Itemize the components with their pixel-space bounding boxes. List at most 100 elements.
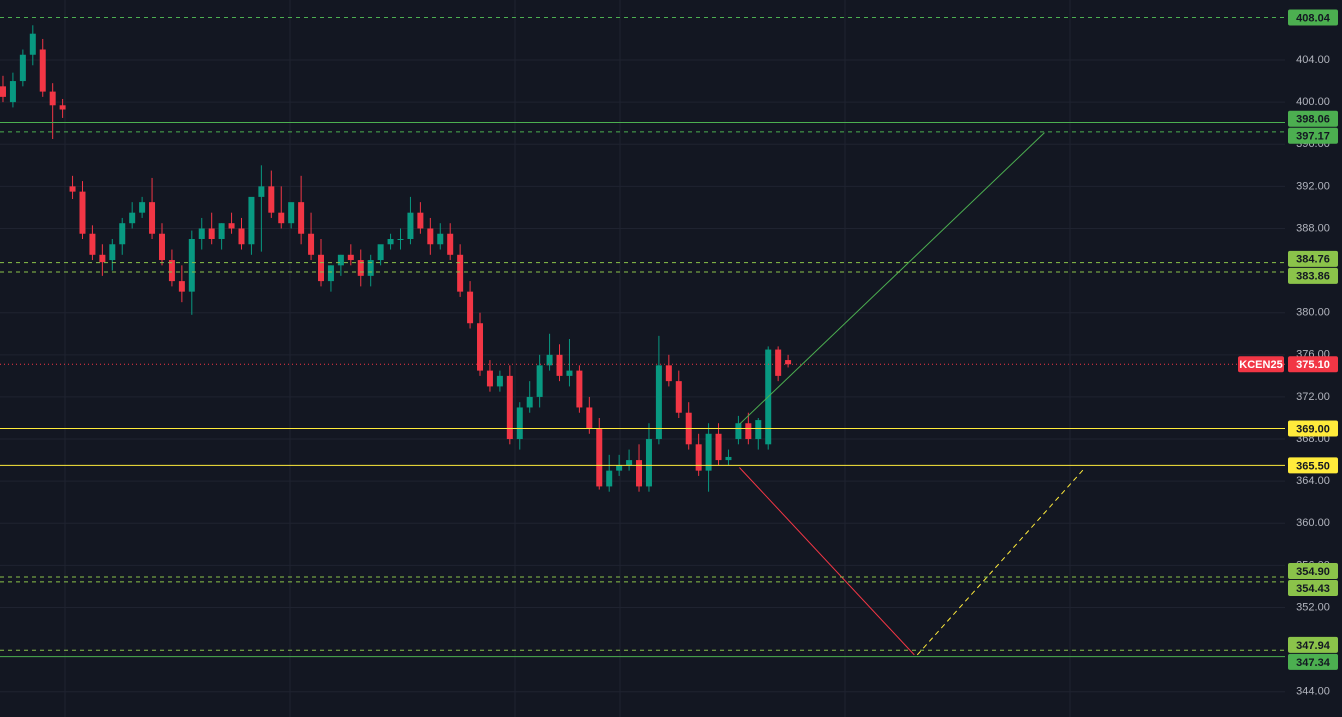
candle-body (139, 202, 146, 213)
symbol-box (1238, 356, 1284, 373)
level-label-box (1288, 267, 1338, 284)
candle-body (705, 433, 712, 471)
y-tick-label: 364.00 (1296, 475, 1330, 487)
candle-body (695, 444, 702, 471)
level-label: 369.00 (1296, 423, 1330, 435)
candle-body (636, 460, 643, 487)
candle-body (218, 223, 225, 239)
candle-body (258, 186, 265, 197)
level-label-box (1288, 127, 1338, 144)
candle-body (19, 54, 26, 82)
level-label-box (1288, 110, 1338, 127)
level-label-box (1288, 579, 1338, 596)
candle-body (486, 370, 493, 387)
level-label-box (1288, 356, 1338, 373)
candle-body (626, 460, 633, 466)
candle-body (208, 228, 215, 239)
y-tick-label: 344.00 (1296, 686, 1330, 698)
candle-body (536, 365, 543, 397)
candle-body (715, 433, 722, 461)
level-label-box (1288, 420, 1338, 437)
y-tick-label: 380.00 (1296, 307, 1330, 319)
candle-body (546, 354, 553, 366)
candle-body (39, 49, 46, 92)
y-tick-label: 388.00 (1296, 222, 1330, 234)
candle-body (168, 260, 175, 282)
candle-body (397, 239, 404, 240)
candle-body (387, 239, 394, 245)
candle-body (596, 428, 603, 487)
candle-body (248, 196, 255, 245)
candle-body (288, 202, 295, 224)
candle-body (616, 465, 623, 471)
candle-body (367, 260, 374, 276)
candle-body (228, 223, 235, 229)
y-tick-label: 404.00 (1296, 54, 1330, 66)
candle-body (268, 186, 275, 213)
candle-body (735, 423, 742, 440)
candle-body (586, 407, 593, 429)
candle-body (9, 81, 16, 103)
candle-body (755, 420, 762, 440)
candle-body (357, 260, 364, 276)
candle-body (675, 381, 682, 413)
level-label-box (1288, 250, 1338, 267)
candle-body (158, 233, 165, 261)
candle-body (59, 105, 66, 110)
candle-body (129, 212, 136, 224)
level-label: 383.86 (1296, 271, 1330, 283)
candle-body (49, 91, 56, 106)
candle-body (467, 291, 474, 324)
symbol-label: KCEN25 (1239, 359, 1282, 371)
level-label-box (1288, 457, 1338, 474)
candle-body (516, 407, 523, 440)
level-label: 398.06 (1296, 114, 1330, 126)
candle-body (0, 86, 6, 97)
level-label: 347.34 (1296, 657, 1331, 669)
candle-body (29, 33, 36, 55)
candle-body (298, 202, 305, 234)
candle-body (178, 281, 185, 292)
level-label: 354.90 (1296, 566, 1330, 578)
y-tick-label: 392.00 (1296, 180, 1330, 192)
candle-body (645, 439, 652, 487)
candle-body (318, 254, 325, 282)
candle-body (655, 365, 662, 440)
level-label: 354.43 (1296, 583, 1330, 595)
candle-body (556, 354, 563, 376)
candle-body (109, 244, 116, 261)
candle-body (327, 265, 334, 282)
candle-body (606, 470, 613, 487)
candle-body (785, 360, 792, 365)
level-label: 365.50 (1296, 460, 1330, 472)
level-label-box (1288, 653, 1338, 670)
level-label-box (1288, 562, 1338, 579)
level-label-box (1288, 9, 1338, 26)
candle-body (238, 228, 245, 245)
y-tick-label: 360.00 (1296, 517, 1330, 529)
level-label: 384.76 (1296, 254, 1330, 266)
candle-body (447, 233, 454, 255)
time-grid (64, 0, 1071, 717)
candle-body (198, 228, 205, 239)
candle-body (89, 233, 96, 255)
candle-body (427, 228, 434, 245)
candle-body (506, 375, 513, 440)
y-tick-label: 400.00 (1296, 96, 1330, 108)
candle-body (79, 191, 86, 234)
candle-body (725, 456, 732, 461)
candle-body (526, 396, 533, 408)
level-label: 375.10 (1296, 359, 1330, 371)
candle-body (119, 223, 126, 245)
level-label-box (1288, 636, 1338, 653)
candle-body (278, 212, 285, 224)
trend-line (739, 467, 915, 656)
candle-body (69, 186, 76, 192)
y-tick-label: 352.00 (1296, 601, 1330, 613)
candle-body (417, 212, 424, 229)
candle-body (437, 233, 444, 245)
candle-body (745, 423, 752, 440)
candle-body (566, 370, 573, 376)
